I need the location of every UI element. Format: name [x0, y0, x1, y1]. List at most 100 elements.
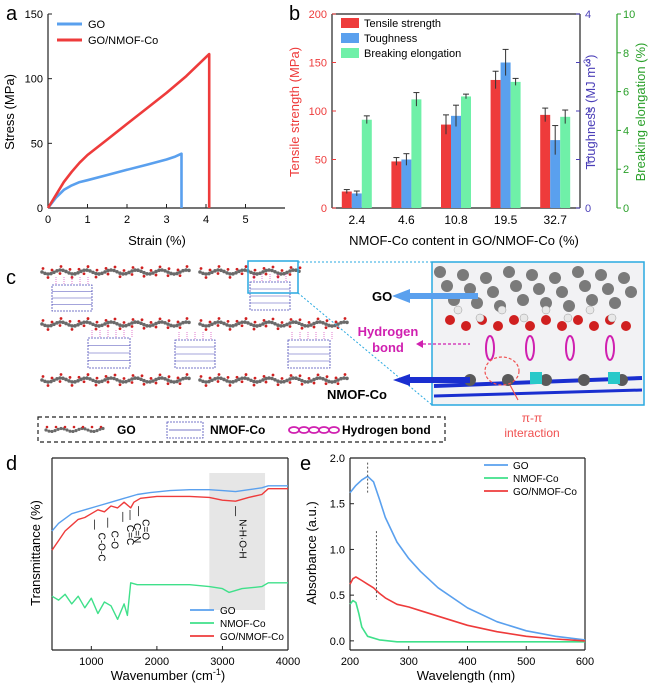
b-legend-swatch-tensile	[341, 18, 359, 28]
hbond-pointer-arrow-icon	[416, 340, 423, 348]
c-go-label: GO	[372, 289, 392, 304]
go-sheet-atom	[315, 376, 319, 381]
go-sheet-atom	[40, 270, 44, 274]
go-oxygen-atom	[264, 272, 268, 276]
carbon-atom	[487, 286, 499, 298]
b-bar-1	[401, 159, 412, 208]
go-sheet-atom	[288, 269, 292, 273]
oxygen-atom	[589, 321, 599, 331]
go-sheet-atom	[67, 271, 71, 275]
carbon-atom	[480, 272, 492, 284]
go-oxygen-atom	[204, 328, 208, 331]
c-pipi-label: π-π	[522, 411, 543, 425]
a-x-tick-label: 2	[124, 214, 130, 226]
go-oxygen-atom	[343, 317, 347, 320]
go-oxygen-atom	[77, 375, 81, 379]
go-sheet-atom	[204, 380, 208, 384]
go-oxygen-atom	[113, 317, 117, 321]
go-sheet-atom	[181, 268, 185, 273]
go-oxygen-atom	[217, 373, 221, 376]
go-sheet-atom	[184, 376, 188, 380]
go-oxygen-atom	[118, 275, 122, 279]
go-sheet-atom	[339, 320, 343, 325]
go-oxygen-atom	[41, 319, 45, 322]
go-oxygen-atom	[208, 268, 212, 272]
go-oxygen-atom	[70, 327, 74, 331]
legend-go-oxygen	[54, 425, 58, 429]
go-sheet-atom	[273, 322, 277, 326]
go-sheet-atom	[154, 377, 158, 382]
b-elongation-tick-label: 10	[623, 9, 635, 21]
go-sheet-atom	[207, 323, 211, 328]
go-sheet-atom	[201, 323, 205, 328]
go-sheet-atom	[243, 320, 247, 324]
go-sheet-atom	[270, 376, 274, 381]
go-sheet-atom	[43, 379, 47, 384]
go-sheet-atom	[148, 272, 152, 276]
c-legend-go-label: GO	[117, 423, 136, 437]
hydrogen-atom	[585, 305, 595, 315]
go-oxygen-atom	[244, 317, 248, 320]
go-sheet-atom	[88, 269, 92, 273]
legend-go-atom	[86, 428, 90, 432]
go-sheet-atom	[252, 379, 256, 384]
go-sheet-atom	[181, 376, 185, 381]
a-legend-label-go: GO	[88, 19, 106, 31]
legend-go-atom	[59, 426, 63, 431]
go-sheet-atom	[234, 379, 238, 383]
go-sheet-atom	[288, 377, 292, 381]
b-bar-2	[361, 119, 372, 208]
go-sheet-atom	[130, 321, 134, 325]
go-sheet-atom	[148, 380, 152, 384]
d-x-axis-title: Wavenumber (cm-1)	[111, 667, 225, 683]
go-sheet-atom	[216, 268, 220, 272]
go-oxygen-atom	[104, 375, 108, 378]
go-sheet-atom	[291, 376, 295, 380]
go-sheet-atom	[309, 379, 313, 383]
e-series-line-1	[349, 599, 585, 643]
go-sheet-atom	[139, 269, 143, 274]
go-oxygen-atom	[104, 319, 108, 322]
go-sheet-atom	[121, 380, 125, 384]
carbon-atom	[595, 269, 607, 281]
go-oxygen-atom	[240, 324, 244, 328]
go-oxygen-atom	[298, 318, 302, 322]
go-sheet-atom	[169, 323, 173, 328]
go-oxygen-atom	[208, 376, 212, 380]
go-oxygen-atom	[131, 318, 135, 321]
go-sheet-atom	[163, 376, 167, 381]
go-oxygen-atom	[271, 265, 275, 269]
go-oxygen-atom	[59, 373, 63, 376]
a-x-tick-label: 4	[203, 214, 209, 226]
go-arrow-icon	[392, 289, 478, 303]
c-nmof-label: NMOF-Co	[327, 387, 387, 402]
go-sheet-atom	[306, 380, 310, 384]
go-sheet-atom	[145, 323, 149, 328]
go-oxygen-atom	[50, 268, 54, 272]
a-series-line-0	[46, 152, 183, 209]
go-oxygen-atom	[113, 265, 117, 269]
carbon-atom	[517, 294, 529, 306]
go-sheet-atom	[240, 376, 244, 381]
go-sheet-atom	[333, 379, 337, 384]
go-oxygen-atom	[167, 267, 171, 271]
go-sheet-atom	[172, 272, 176, 276]
go-sheet-atom	[112, 320, 116, 325]
go-sheet-atom	[237, 377, 241, 382]
legend-go-atom	[101, 426, 105, 431]
go-sheet-atom	[97, 324, 101, 328]
go-sheet-atom	[166, 378, 170, 382]
go-oxygen-atom	[178, 274, 182, 278]
legend-go-atom	[68, 429, 72, 433]
go-sheet-atom	[64, 269, 68, 274]
b-x-tick-label: 4.6	[398, 213, 415, 227]
go-sheet-atom	[67, 323, 71, 327]
go-sheet-atom	[79, 321, 83, 326]
go-sheet-atom	[94, 379, 98, 384]
e-legend: GO NMOF-Co GO/NMOF-Co	[484, 461, 577, 498]
go-sheet-atom	[49, 271, 53, 276]
go-sheet-atom	[136, 376, 140, 380]
panel-label-e: e	[300, 453, 311, 475]
e-y-axis-title: Absorbance (a.u.)	[304, 501, 319, 604]
